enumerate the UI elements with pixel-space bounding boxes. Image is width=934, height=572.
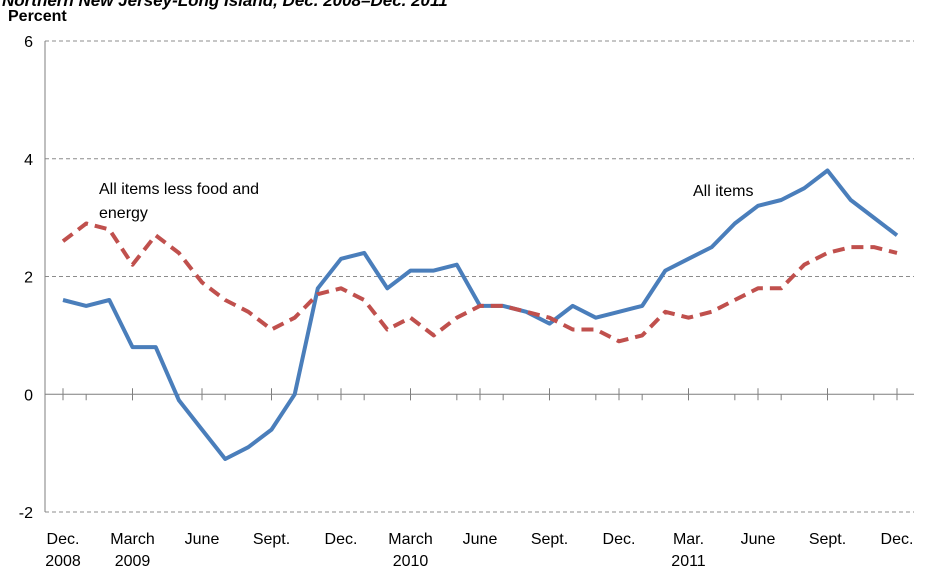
x-tick-label: June bbox=[185, 531, 220, 548]
x-tick-label: Sept. bbox=[531, 531, 568, 548]
x-tick-label: March bbox=[388, 531, 432, 548]
y-tick-label: 2 bbox=[24, 270, 33, 287]
x-tick-label: Dec. bbox=[881, 531, 914, 548]
x-tick-label: June bbox=[463, 531, 498, 548]
y-tick-label: 4 bbox=[24, 152, 33, 169]
x-tick-label: Sept. bbox=[809, 531, 846, 548]
y-tick-label: -2 bbox=[19, 505, 33, 522]
x-tick-year-label: 2010 bbox=[393, 553, 429, 570]
y-tick-label: 6 bbox=[24, 34, 33, 51]
all-items-line bbox=[62, 168, 899, 461]
core-items-line bbox=[61, 221, 898, 344]
x-tick-label: Sept. bbox=[253, 531, 290, 548]
x-tick-label: Dec. bbox=[325, 531, 358, 548]
series-annotation: energy bbox=[99, 205, 148, 222]
x-tick-year-label: 2011 bbox=[671, 553, 706, 570]
x-tick-label: June bbox=[741, 531, 776, 548]
series-annotation: All items less food and bbox=[99, 181, 259, 198]
x-tick-year-label: 2008 bbox=[45, 553, 81, 570]
y-tick-label: 0 bbox=[24, 387, 33, 404]
series-annotation: All items bbox=[693, 183, 753, 200]
y-axis-label: Percent bbox=[8, 8, 67, 25]
x-tick-label: Dec. bbox=[47, 531, 80, 548]
x-tick-label: Dec. bbox=[603, 531, 636, 548]
chart-title: Northern New Jersey-Long Island, Dec. 20… bbox=[2, 0, 448, 10]
x-tick-label: March bbox=[110, 531, 154, 548]
x-tick-year-label: 2009 bbox=[115, 553, 151, 570]
x-tick-label: Mar. bbox=[673, 531, 704, 548]
